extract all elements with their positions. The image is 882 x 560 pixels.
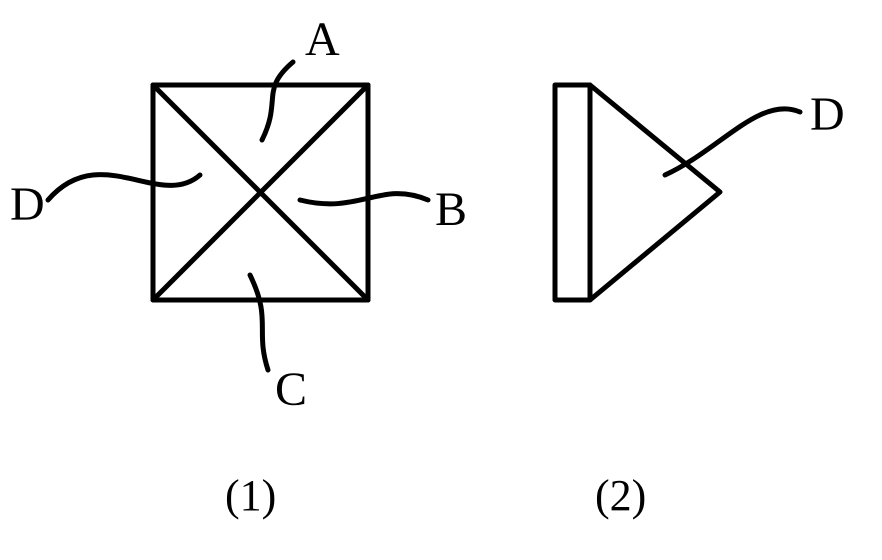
connector-d2 [665, 109, 800, 175]
caption-2: (2) [595, 471, 646, 520]
caption-1: (1) [225, 471, 276, 520]
fig2-triangle [590, 85, 720, 300]
label-d1: D [10, 178, 45, 231]
label-c: C [275, 363, 307, 416]
connector-c [250, 275, 268, 370]
fig2-rect [555, 85, 590, 300]
connector-a [262, 62, 293, 140]
connector-d1 [48, 175, 200, 200]
label-a: A [305, 13, 340, 66]
connector-b [300, 194, 428, 204]
label-d2: D [810, 88, 845, 141]
label-b: B [435, 183, 467, 236]
